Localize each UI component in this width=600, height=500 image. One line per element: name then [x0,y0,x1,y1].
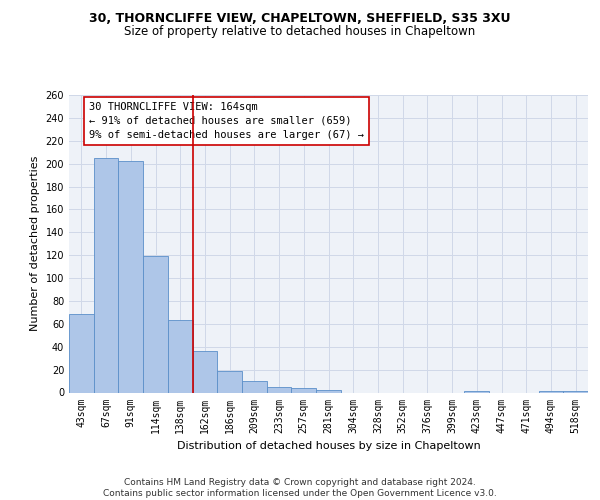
Bar [94,158,118,392]
Bar [217,371,242,392]
Bar [242,381,267,392]
Bar [143,256,168,392]
Text: 30, THORNCLIFFE VIEW, CHAPELTOWN, SHEFFIELD, S35 3XU: 30, THORNCLIFFE VIEW, CHAPELTOWN, SHEFFI… [89,12,511,26]
Bar [316,390,341,392]
Bar [118,162,143,392]
Bar [292,388,316,392]
Text: Contains HM Land Registry data © Crown copyright and database right 2024.
Contai: Contains HM Land Registry data © Crown c… [103,478,497,498]
Text: 30 THORNCLIFFE VIEW: 164sqm
← 91% of detached houses are smaller (659)
9% of sem: 30 THORNCLIFFE VIEW: 164sqm ← 91% of det… [89,102,364,140]
Bar [193,352,217,393]
Bar [267,387,292,392]
Bar [168,320,193,392]
X-axis label: Distribution of detached houses by size in Chapeltown: Distribution of detached houses by size … [176,441,481,451]
Y-axis label: Number of detached properties: Number of detached properties [30,156,40,332]
Text: Size of property relative to detached houses in Chapeltown: Size of property relative to detached ho… [124,25,476,38]
Bar [69,314,94,392]
